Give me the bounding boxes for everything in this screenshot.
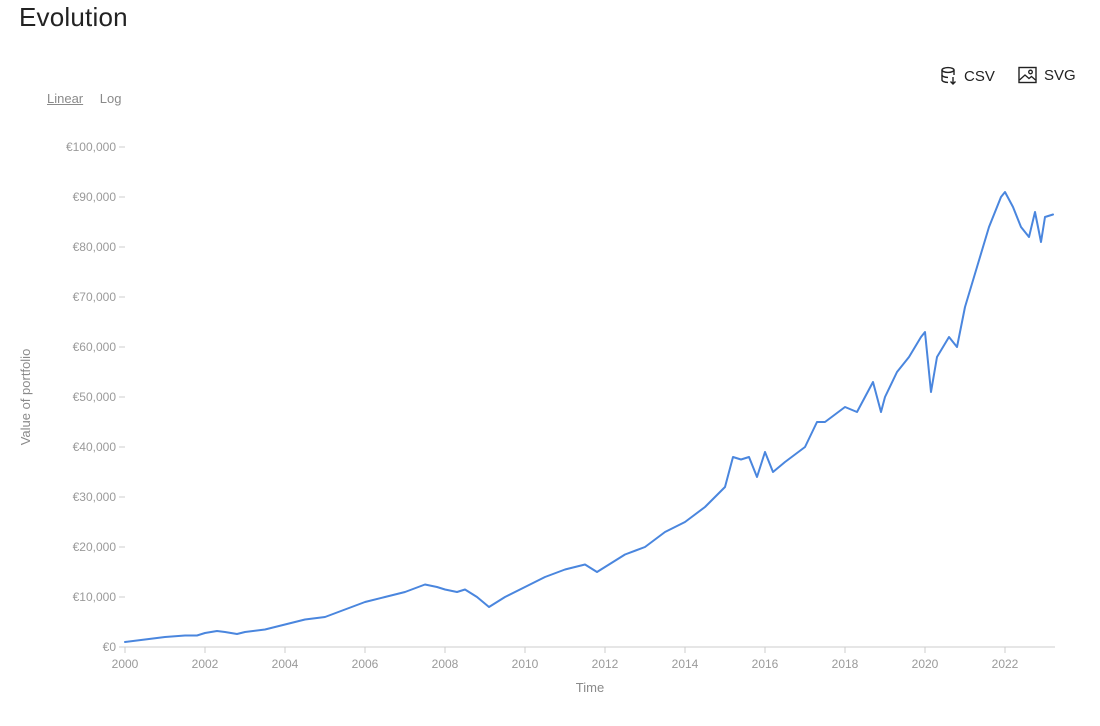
y-axis-title: Value of portfolio: [18, 349, 33, 446]
database-download-icon: [941, 66, 956, 85]
x-tick-label: 2012: [592, 657, 619, 671]
x-tick-label: 2004: [272, 657, 299, 671]
y-tick-label: €40,000: [73, 440, 117, 454]
csv-export-label: CSV: [964, 67, 995, 85]
y-tick-label: €20,000: [73, 540, 117, 554]
x-tick-label: 2014: [672, 657, 699, 671]
x-tick-label: 2000: [112, 657, 139, 671]
scale-toggle: Linear Log: [47, 91, 134, 106]
y-tick-label: €70,000: [73, 290, 117, 304]
image-icon: [1018, 66, 1037, 84]
y-tick-label: €90,000: [73, 190, 117, 204]
y-tick-label: €50,000: [73, 390, 117, 404]
page-title: Evolution: [19, 2, 128, 32]
x-tick-label: 2022: [992, 657, 1019, 671]
y-tick-label: €10,000: [73, 590, 117, 604]
svg-export-button[interactable]: SVG: [1018, 66, 1076, 84]
x-tick-label: 2006: [352, 657, 379, 671]
log-scale-toggle[interactable]: Log: [99, 91, 122, 106]
y-tick-label: €80,000: [73, 240, 117, 254]
x-tick-label: 2018: [832, 657, 859, 671]
x-tick-label: 2020: [912, 657, 939, 671]
linear-scale-toggle[interactable]: Linear: [47, 91, 84, 106]
csv-export-button[interactable]: CSV: [940, 66, 995, 86]
x-tick-label: 2008: [432, 657, 459, 671]
y-tick-label: €0: [103, 640, 117, 654]
x-tick-label: 2010: [512, 657, 539, 671]
x-tick-label: 2016: [752, 657, 779, 671]
x-axis-title: Time: [576, 680, 604, 695]
y-axis: €0 €10,000 €20,000 €30,000 €40,000 €50,000 €60…: [66, 140, 125, 654]
y-tick-label: €100,000: [66, 140, 116, 154]
y-tick-label: €30,000: [73, 490, 117, 504]
x-axis: 2000 2002 2004 2006 2008 2010 2012 2014 2016 2018…: [112, 646, 1055, 671]
x-tick-label: 2002: [192, 657, 219, 671]
y-tick-label: €60,000: [73, 340, 117, 354]
svg-export-label: SVG: [1044, 66, 1076, 84]
series-line: [124, 191, 1054, 643]
